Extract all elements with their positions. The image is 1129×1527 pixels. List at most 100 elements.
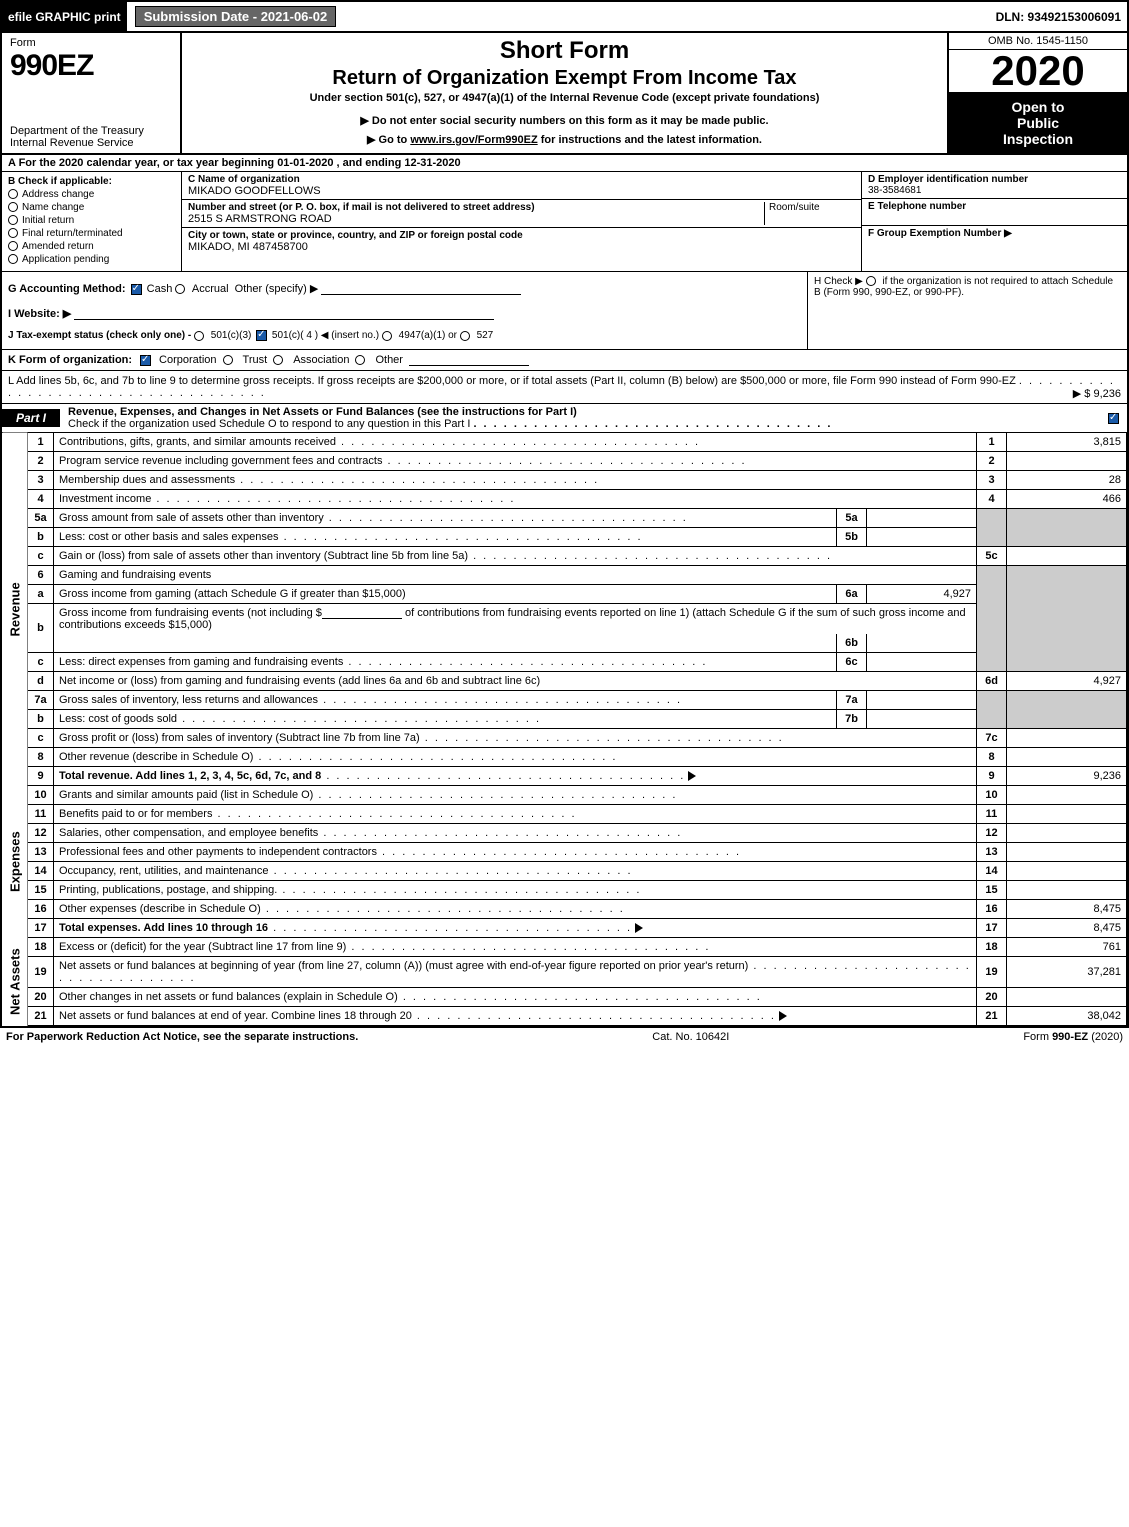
chk-cash[interactable]	[131, 284, 142, 295]
lbl-501c3: 501(c)(3)	[211, 330, 252, 341]
opt-application-pending[interactable]: Application pending	[8, 254, 175, 265]
chk-accrual[interactable]	[175, 284, 185, 294]
org-name: MIKADO GOODFELLOWS	[188, 185, 855, 197]
num-12: 12	[977, 824, 1007, 843]
desc-2: Program service revenue including govern…	[54, 452, 977, 471]
dept-treasury: Department of the Treasury	[10, 125, 172, 137]
ln-2: 2	[28, 452, 54, 471]
num-1: 1	[977, 433, 1007, 452]
address-row: Number and street (or P. O. box, if mail…	[182, 200, 861, 228]
website-input[interactable]	[74, 308, 494, 320]
chk-501c3[interactable]	[194, 331, 204, 341]
desc-9: Total revenue. Add lines 1, 2, 3, 4, 5c,…	[54, 767, 977, 786]
amt-3: 28	[1007, 471, 1127, 490]
ln-16: 16	[28, 900, 54, 919]
lbl-4947: 4947(a)(1) or	[399, 330, 457, 341]
tax-year: 2020	[949, 50, 1127, 93]
irs-link[interactable]: www.irs.gov/Form990EZ	[410, 134, 537, 146]
mini-7a: 7a	[837, 691, 867, 710]
lbl-other-method: Other (specify) ▶	[235, 283, 319, 295]
desc-16: Other expenses (describe in Schedule O)	[54, 900, 977, 919]
desc-5a: Gross amount from sale of assets other t…	[54, 509, 837, 528]
desc-7c: Gross profit or (loss) from sales of inv…	[54, 729, 977, 748]
mini-7b: 7b	[837, 710, 867, 729]
num-19: 19	[977, 957, 1007, 988]
ln-6: 6	[28, 566, 54, 585]
num-2: 2	[977, 452, 1007, 471]
ln-6d: d	[28, 672, 54, 691]
part1-tag: Part I	[2, 409, 60, 427]
ln-21: 21	[28, 1007, 54, 1026]
form-word: Form	[10, 37, 172, 49]
ln-12: 12	[28, 824, 54, 843]
other-org-input[interactable]	[409, 354, 529, 366]
header-left: Form 990EZ Department of the Treasury In…	[2, 33, 182, 153]
lines-table: Revenue 1 Contributions, gifts, grants, …	[2, 433, 1127, 1026]
chk-corporation[interactable]	[140, 355, 151, 366]
info-grid: B Check if applicable: Address change Na…	[2, 172, 1127, 272]
num-8: 8	[977, 748, 1007, 767]
mini-5a: 5a	[837, 509, 867, 528]
num-5c: 5c	[977, 547, 1007, 566]
side-revenue: Revenue	[2, 433, 28, 786]
chk-schedule-b[interactable]	[866, 276, 876, 286]
chk-501c[interactable]	[256, 330, 267, 341]
ln-14: 14	[28, 862, 54, 881]
lbl-other-org: Other	[375, 354, 403, 366]
ln-6c: c	[28, 653, 54, 672]
opt-amended-return[interactable]: Amended return	[8, 241, 175, 252]
ein: 38-3584681	[868, 185, 1121, 196]
mamt-7b	[867, 710, 977, 729]
row-l-text: L Add lines 5b, 6c, and 7b to line 9 to …	[8, 375, 1016, 387]
part1-check-text: Check if the organization used Schedule …	[68, 418, 470, 430]
inspect-3: Inspection	[951, 131, 1125, 147]
link-post: for instructions and the latest informat…	[538, 134, 762, 146]
chk-association[interactable]	[273, 355, 283, 365]
opt-address-change[interactable]: Address change	[8, 189, 175, 200]
row-gh: G Accounting Method: Cash Accrual Other …	[2, 272, 1127, 350]
side-expenses: Expenses	[2, 786, 28, 938]
opt-name-change[interactable]: Name change	[8, 202, 175, 213]
mamt-5a	[867, 509, 977, 528]
other-method-input[interactable]	[321, 283, 521, 295]
ln-10: 10	[28, 786, 54, 805]
form-header: Form 990EZ Department of the Treasury In…	[2, 33, 1127, 155]
subtitle: Under section 501(c), 527, or 4947(a)(1)…	[190, 92, 939, 104]
amt-14	[1007, 862, 1127, 881]
desc-6a: Gross income from gaming (attach Schedul…	[54, 585, 837, 604]
ln-6a: a	[28, 585, 54, 604]
row-g: G Accounting Method: Cash Accrual Other …	[2, 272, 807, 349]
amt-1: 3,815	[1007, 433, 1127, 452]
box-d: D Employer identification number 38-3584…	[862, 172, 1127, 199]
amt-16: 8,475	[1007, 900, 1127, 919]
form-org-label: K Form of organization:	[8, 354, 132, 366]
amt-13	[1007, 843, 1127, 862]
desc-13: Professional fees and other payments to …	[54, 843, 977, 862]
desc-10: Grants and similar amounts paid (list in…	[54, 786, 977, 805]
org-name-label: C Name of organization	[188, 174, 855, 185]
amt-2	[1007, 452, 1127, 471]
num-17: 17	[977, 919, 1007, 938]
chk-527[interactable]	[460, 331, 470, 341]
num-7c: 7c	[977, 729, 1007, 748]
desc-7b: Less: cost of goods sold	[54, 710, 837, 729]
phone-label: E Telephone number	[868, 201, 1121, 212]
period-row: A For the 2020 calendar year, or tax yea…	[2, 155, 1127, 172]
contrib-input[interactable]	[322, 607, 402, 619]
department: Department of the Treasury Internal Reve…	[10, 125, 172, 149]
mini-6c: 6c	[837, 653, 867, 672]
mamt-6a: 4,927	[867, 585, 977, 604]
num-21: 21	[977, 1007, 1007, 1026]
opt-initial-return[interactable]: Initial return	[8, 215, 175, 226]
efile-print[interactable]: efile GRAPHIC print	[2, 2, 127, 31]
chk-trust[interactable]	[223, 355, 233, 365]
chk-4947[interactable]	[382, 331, 392, 341]
header-center: Short Form Return of Organization Exempt…	[182, 33, 947, 153]
grey-amt-7	[1007, 691, 1127, 729]
chk-other-org[interactable]	[355, 355, 365, 365]
ln-7a: 7a	[28, 691, 54, 710]
desc-6c: Less: direct expenses from gaming and fu…	[54, 653, 837, 672]
chk-schedule-o[interactable]	[1108, 413, 1119, 424]
title-return: Return of Organization Exempt From Incom…	[190, 67, 939, 90]
opt-final-return[interactable]: Final return/terminated	[8, 228, 175, 239]
